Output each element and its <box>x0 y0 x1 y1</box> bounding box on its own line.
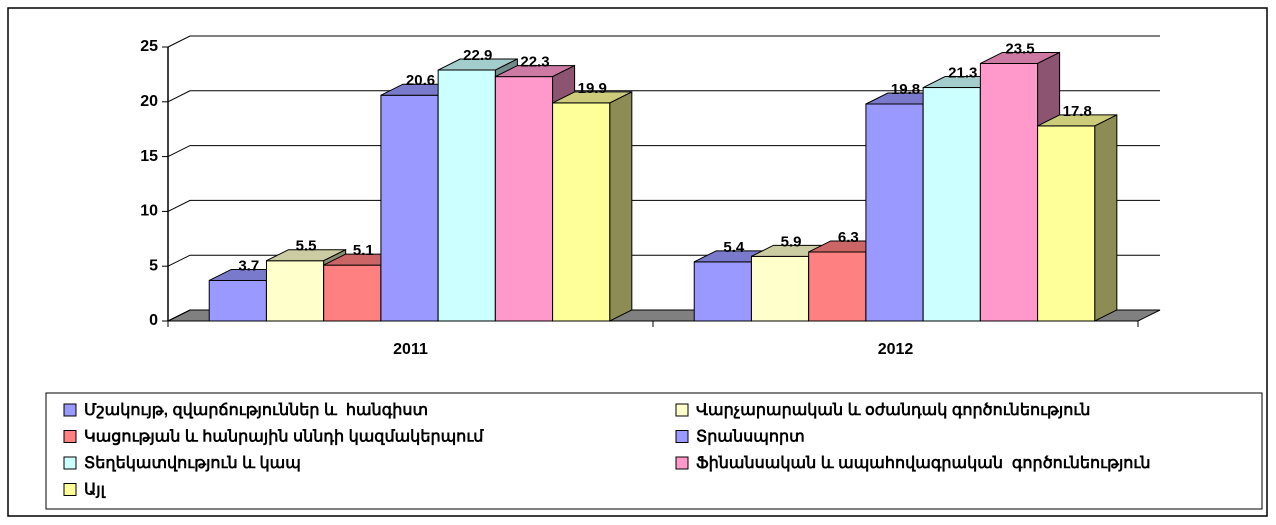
data-label: 22.3 <box>520 54 549 71</box>
legend-label: Մշակույթ, զվարճություններ և հանգիստ <box>84 402 428 419</box>
bar <box>1037 114 1118 322</box>
data-label: 6.3 <box>838 229 859 246</box>
bar-front <box>494 76 554 322</box>
legend-swatch <box>63 403 77 417</box>
bar-front <box>208 279 267 322</box>
legend-label: Կացության և հանրային սննդի կազմակերպում <box>84 429 484 446</box>
data-label: 17.8 <box>1063 103 1092 120</box>
bar-front <box>750 255 810 322</box>
bar-front <box>1037 125 1096 322</box>
bar-front <box>979 62 1039 322</box>
legend-swatch <box>675 456 689 470</box>
data-label: 21.3 <box>948 65 977 82</box>
bar <box>552 91 633 322</box>
data-label: 23.5 <box>1005 40 1034 57</box>
bar-front <box>552 102 611 322</box>
legend-swatch <box>63 456 77 470</box>
bar-side <box>1094 114 1118 322</box>
bar-front <box>922 87 981 322</box>
legend-swatch <box>675 430 689 443</box>
legend-box <box>45 392 1263 510</box>
legend-label: Տրանսպորտ <box>696 429 805 446</box>
legend-label: Տեղեկատվություն և կապ <box>84 455 301 472</box>
bar-front <box>865 103 924 322</box>
bar-front <box>323 264 382 322</box>
data-label: 3.7 <box>238 257 259 274</box>
grid-line <box>167 35 1160 48</box>
x-tick-label: 2012 <box>878 341 914 358</box>
data-label: 22.9 <box>463 47 492 64</box>
data-label: 5.9 <box>781 233 802 250</box>
bar-front <box>693 261 752 322</box>
data-label: 5.5 <box>296 238 317 255</box>
y-tick-label: 15 <box>140 148 158 165</box>
legend-swatch <box>675 403 689 417</box>
y-tick-label: 0 <box>149 312 158 329</box>
grid-line <box>167 199 1160 212</box>
y-tick-label: 5 <box>149 257 158 274</box>
grid-line <box>167 90 1160 103</box>
y-tick-label: 20 <box>140 93 158 110</box>
x-tick-label: 2011 <box>393 341 428 358</box>
bar-front <box>265 260 325 322</box>
legend-swatch <box>63 430 77 443</box>
bar-front <box>380 94 439 322</box>
bar-front <box>808 251 867 322</box>
data-label: 5.4 <box>723 239 745 256</box>
bar-side <box>609 91 633 322</box>
data-label: 19.8 <box>891 81 920 98</box>
y-tick-label: 10 <box>140 203 158 220</box>
data-label: 5.1 <box>353 242 374 259</box>
grid-line <box>167 145 1160 158</box>
data-label: 19.9 <box>578 80 607 97</box>
bar-front <box>437 69 496 322</box>
legend-label: Վարչարարական և օժանդակ գործունեություն <box>696 402 1090 419</box>
y-tick-label: 25 <box>140 38 158 55</box>
legend-swatch <box>63 483 77 496</box>
data-label: 20.6 <box>406 72 435 89</box>
legend-label: Այլ <box>84 482 107 499</box>
legend-label: Ֆինանսական և ապահովագրական գործունեությո… <box>696 455 1151 472</box>
